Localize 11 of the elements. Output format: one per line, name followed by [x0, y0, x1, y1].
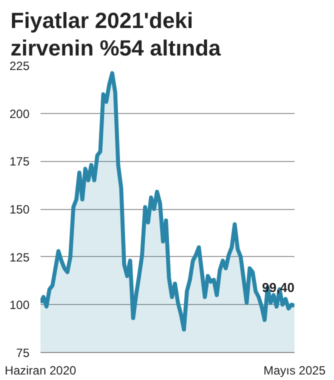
- y-tick-label: 125: [9, 250, 30, 264]
- y-tick-label: 175: [9, 154, 30, 169]
- y-tick-label: 75: [16, 346, 30, 360]
- data-label: 99,40: [262, 280, 295, 295]
- x-tick-label: Haziran 2020: [4, 364, 77, 378]
- x-tick-label: Mayıs 2025: [263, 364, 326, 378]
- y-tick-label: 200: [9, 106, 30, 121]
- y-tick-label: 150: [9, 202, 30, 216]
- y-tick-label: 100: [9, 298, 30, 312]
- chart-title: Fiyatlar 2021'deki zirvenin %54 altında: [10, 8, 222, 60]
- y-tick-label: 225: [9, 59, 30, 73]
